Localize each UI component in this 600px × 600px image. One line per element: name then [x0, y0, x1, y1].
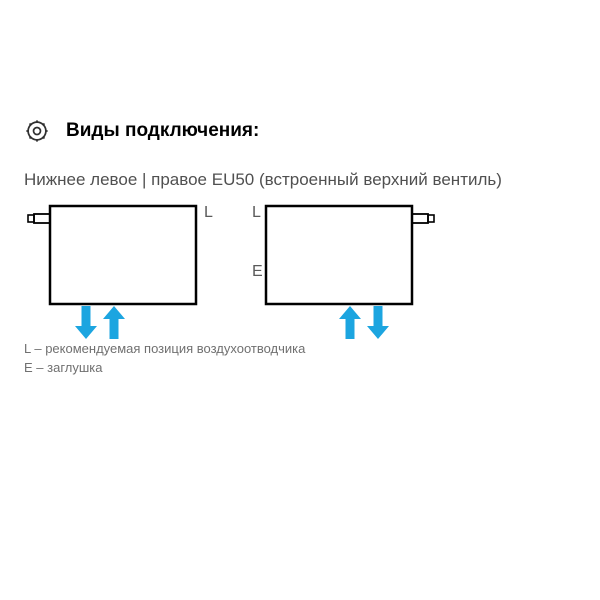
svg-text:L: L — [252, 204, 261, 221]
gear-icon — [24, 118, 50, 144]
section-title: Виды подключения: — [66, 120, 259, 142]
diagram-subtitle: Нижнее левое | правое EU50 (встроенный в… — [24, 170, 502, 190]
legend-line-l: L – рекомендуемая позиция воздухоотводчи… — [24, 340, 305, 359]
legend: L – рекомендуемая позиция воздухоотводчи… — [24, 340, 305, 378]
section-header: Виды подключения: — [24, 118, 259, 144]
svg-text:L: L — [204, 204, 213, 221]
connection-diagram: L L E — [24, 198, 576, 348]
legend-line-e: E – заглушка — [24, 359, 305, 378]
svg-text:E: E — [252, 263, 263, 280]
